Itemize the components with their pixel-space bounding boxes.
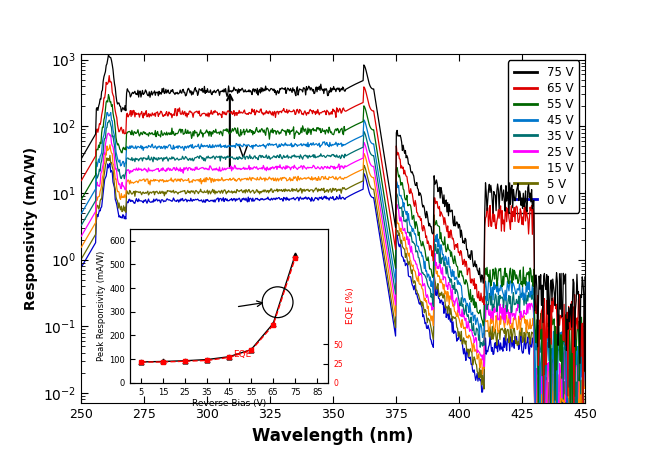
Text: EQE: EQE: [233, 350, 252, 359]
Y-axis label: Peak Responsivity (mA/W): Peak Responsivity (mA/W): [98, 251, 107, 361]
Legend: 75 V, 65 V, 55 V, 45 V, 35 V, 25 V, 15 V, 5 V, 0 V: 75 V, 65 V, 55 V, 45 V, 35 V, 25 V, 15 V…: [508, 60, 579, 212]
Text: V: V: [237, 145, 248, 160]
X-axis label: Reverse Bias (V): Reverse Bias (V): [192, 400, 266, 409]
Y-axis label: EQE (%): EQE (%): [346, 287, 355, 324]
X-axis label: Wavelength (nm): Wavelength (nm): [252, 427, 414, 444]
Y-axis label: Responsivity (mA/W): Responsivity (mA/W): [23, 147, 38, 310]
